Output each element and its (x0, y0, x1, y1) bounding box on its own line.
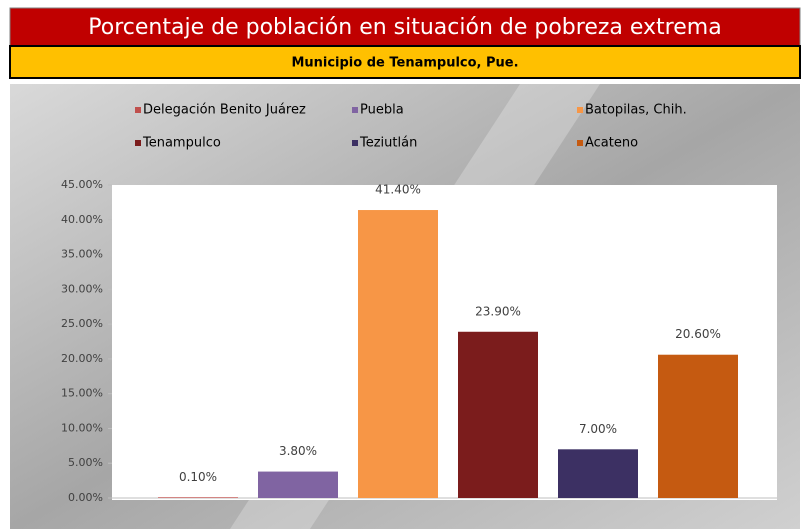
legend-label: Acateno (585, 136, 638, 151)
title-bar (9, 7, 801, 47)
bar (358, 210, 438, 499)
legend-label: Tenampulco (142, 136, 221, 151)
y-tick-label: 25.00% (61, 317, 103, 330)
data-label: 7.00% (579, 422, 617, 436)
chart-title: Porcentaje de población en situación de … (88, 15, 721, 40)
y-tick-label: 35.00% (61, 248, 103, 261)
legend-swatch (577, 107, 583, 113)
data-label: 20.60% (675, 327, 721, 341)
y-tick-label: 40.00% (61, 213, 103, 226)
bar (558, 449, 638, 498)
subtitle-bar (9, 45, 801, 79)
bar (658, 354, 738, 498)
legend-swatch (577, 140, 583, 146)
y-tick-label: 45.00% (61, 178, 103, 191)
y-tick-label: 15.00% (61, 387, 103, 400)
y-tick-label: 10.00% (61, 421, 103, 434)
data-label: 41.40% (375, 183, 421, 197)
data-label: 23.90% (475, 304, 521, 318)
legend-label: Delegación Benito Juárez (143, 103, 306, 118)
legend-label: Puebla (360, 103, 404, 118)
chart-subtitle: Municipio de Tenampulco, Pue. (291, 56, 518, 71)
y-tick-label: 5.00% (68, 456, 103, 469)
y-tick-label: 20.00% (61, 352, 103, 365)
bar (458, 331, 538, 498)
legend-swatch (352, 140, 358, 146)
bar (158, 497, 238, 498)
bar (258, 471, 338, 498)
y-tick-label: 0.00% (68, 491, 103, 504)
legend-label: Batopilas, Chih. (585, 103, 687, 118)
data-label: 3.80% (279, 444, 317, 458)
legend-label: Teziutlán (359, 136, 417, 151)
data-label: 0.10% (179, 470, 217, 484)
legend-swatch (135, 107, 141, 113)
legend-swatch (352, 107, 358, 113)
y-tick-label: 30.00% (61, 282, 103, 295)
legend-swatch (135, 140, 141, 146)
